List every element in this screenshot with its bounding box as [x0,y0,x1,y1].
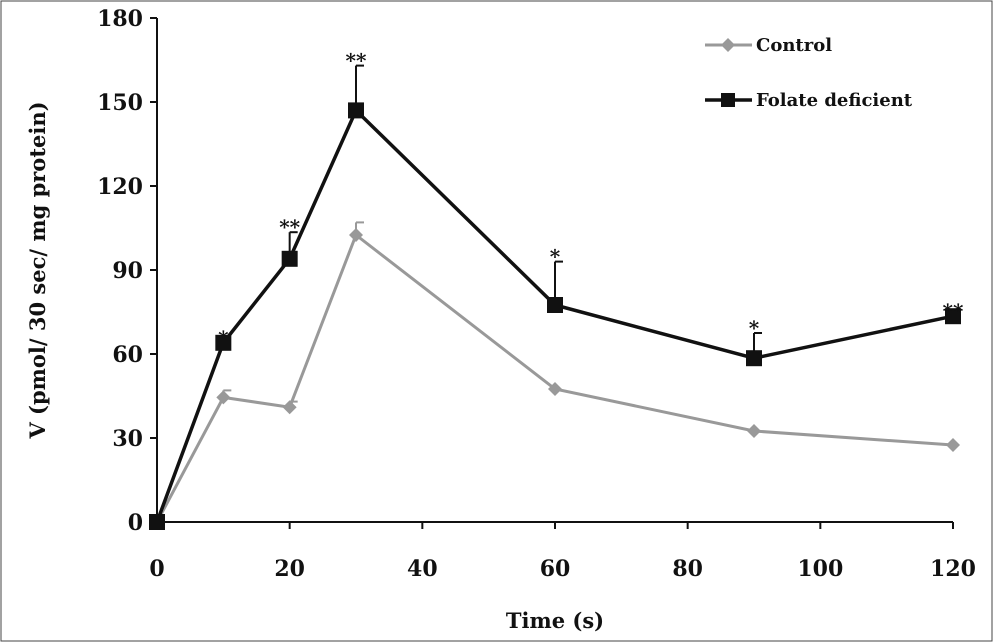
legend: Control Folate deficient [705,35,913,111]
data-point [349,228,363,242]
significance-label: * [749,316,760,340]
legend-folate-deficient-marker [721,93,735,107]
legend-folate-deficient-label: Folate deficient [756,90,913,111]
data-point [216,390,231,405]
data-point [215,334,232,351]
y-tick-label: 180 [97,6,143,32]
data-point [746,350,762,367]
x-axis-label: Time (s) [506,608,604,633]
x-tick-label: 40 [407,556,438,582]
series-folate-deficient: ********* [149,49,964,530]
y-tick-label: 0 [128,510,143,536]
x-tick-label: 120 [930,556,976,582]
significance-label: ** [279,215,300,239]
data-point [348,102,364,119]
y-axis-ticks: 0 30 60 90 120 150 180 [97,6,157,536]
y-tick-label: 30 [112,426,143,452]
significance-label: ** [346,49,367,73]
x-tick-label: 20 [274,556,305,582]
data-point [548,382,562,396]
x-tick-label: 80 [672,556,703,582]
data-point [747,424,761,438]
x-tick-label: 60 [540,556,571,582]
y-tick-label: 120 [97,174,143,200]
x-tick-label: 0 [149,556,164,582]
data-point [281,250,298,267]
series-layer: ********* [149,49,964,530]
legend-control-marker [721,38,735,52]
data-point [282,400,297,415]
x-axis-ticks: 0 20 40 60 80 100 120 [149,522,976,582]
y-tick-label: 60 [112,342,143,368]
legend-control-label: Control [756,35,832,56]
x-tick-label: 100 [797,556,843,582]
y-tick-label: 150 [97,90,143,116]
y-axis-label: V (pmol/ 30 sec/ mg protein) [25,101,50,439]
data-point [946,438,960,452]
data-point [149,514,165,530]
data-point [945,308,961,325]
data-point [547,297,563,313]
significance-label: ** [943,299,964,323]
significance-label: * [550,245,561,269]
significance-label: * [218,326,229,350]
y-tick-label: 90 [112,258,143,284]
